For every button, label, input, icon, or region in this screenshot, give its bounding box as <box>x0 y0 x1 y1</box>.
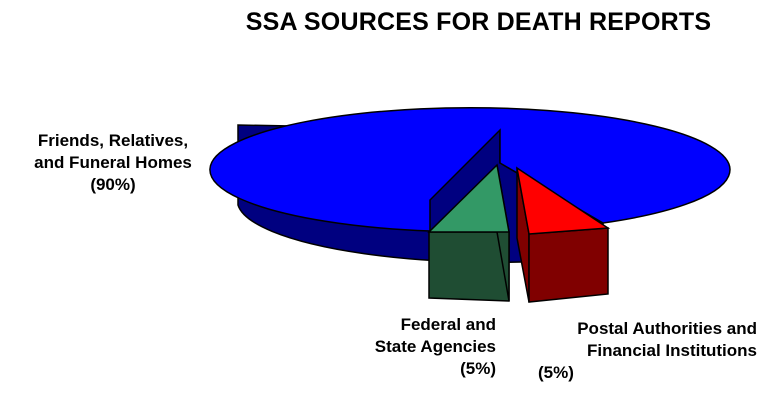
label-federal: Federal and State Agencies (5%) <box>300 314 496 380</box>
label-federal-line-2: State Agencies <box>374 337 496 356</box>
label-friends-line-1: Friends, Relatives, <box>37 131 189 150</box>
label-friends: Friends, Relatives, and Funeral Homes (9… <box>0 130 226 196</box>
label-postal-value: (5%) <box>538 363 574 382</box>
pie-slice-federal-side <box>428 231 510 302</box>
label-postal-line-2: Financial Institutions <box>586 341 757 360</box>
label-friends-line-2: and Funeral Homes <box>34 153 192 172</box>
pie-slice-postal-side <box>528 227 609 303</box>
label-postal: Postal Authorities and Financial Institu… <box>517 318 757 384</box>
pie-slice-federal <box>427 163 510 233</box>
label-federal-line-1: Federal and <box>400 315 496 334</box>
chart-title: SSA SOURCES FOR DEATH REPORTS <box>245 8 712 36</box>
pie-slice-postal <box>515 166 611 235</box>
label-postal-line-1: Postal Authorities and <box>577 319 757 338</box>
pie-slice-friends <box>209 106 731 232</box>
label-friends-value: (90%) <box>90 175 136 194</box>
label-federal-value: (5%) <box>460 359 496 378</box>
